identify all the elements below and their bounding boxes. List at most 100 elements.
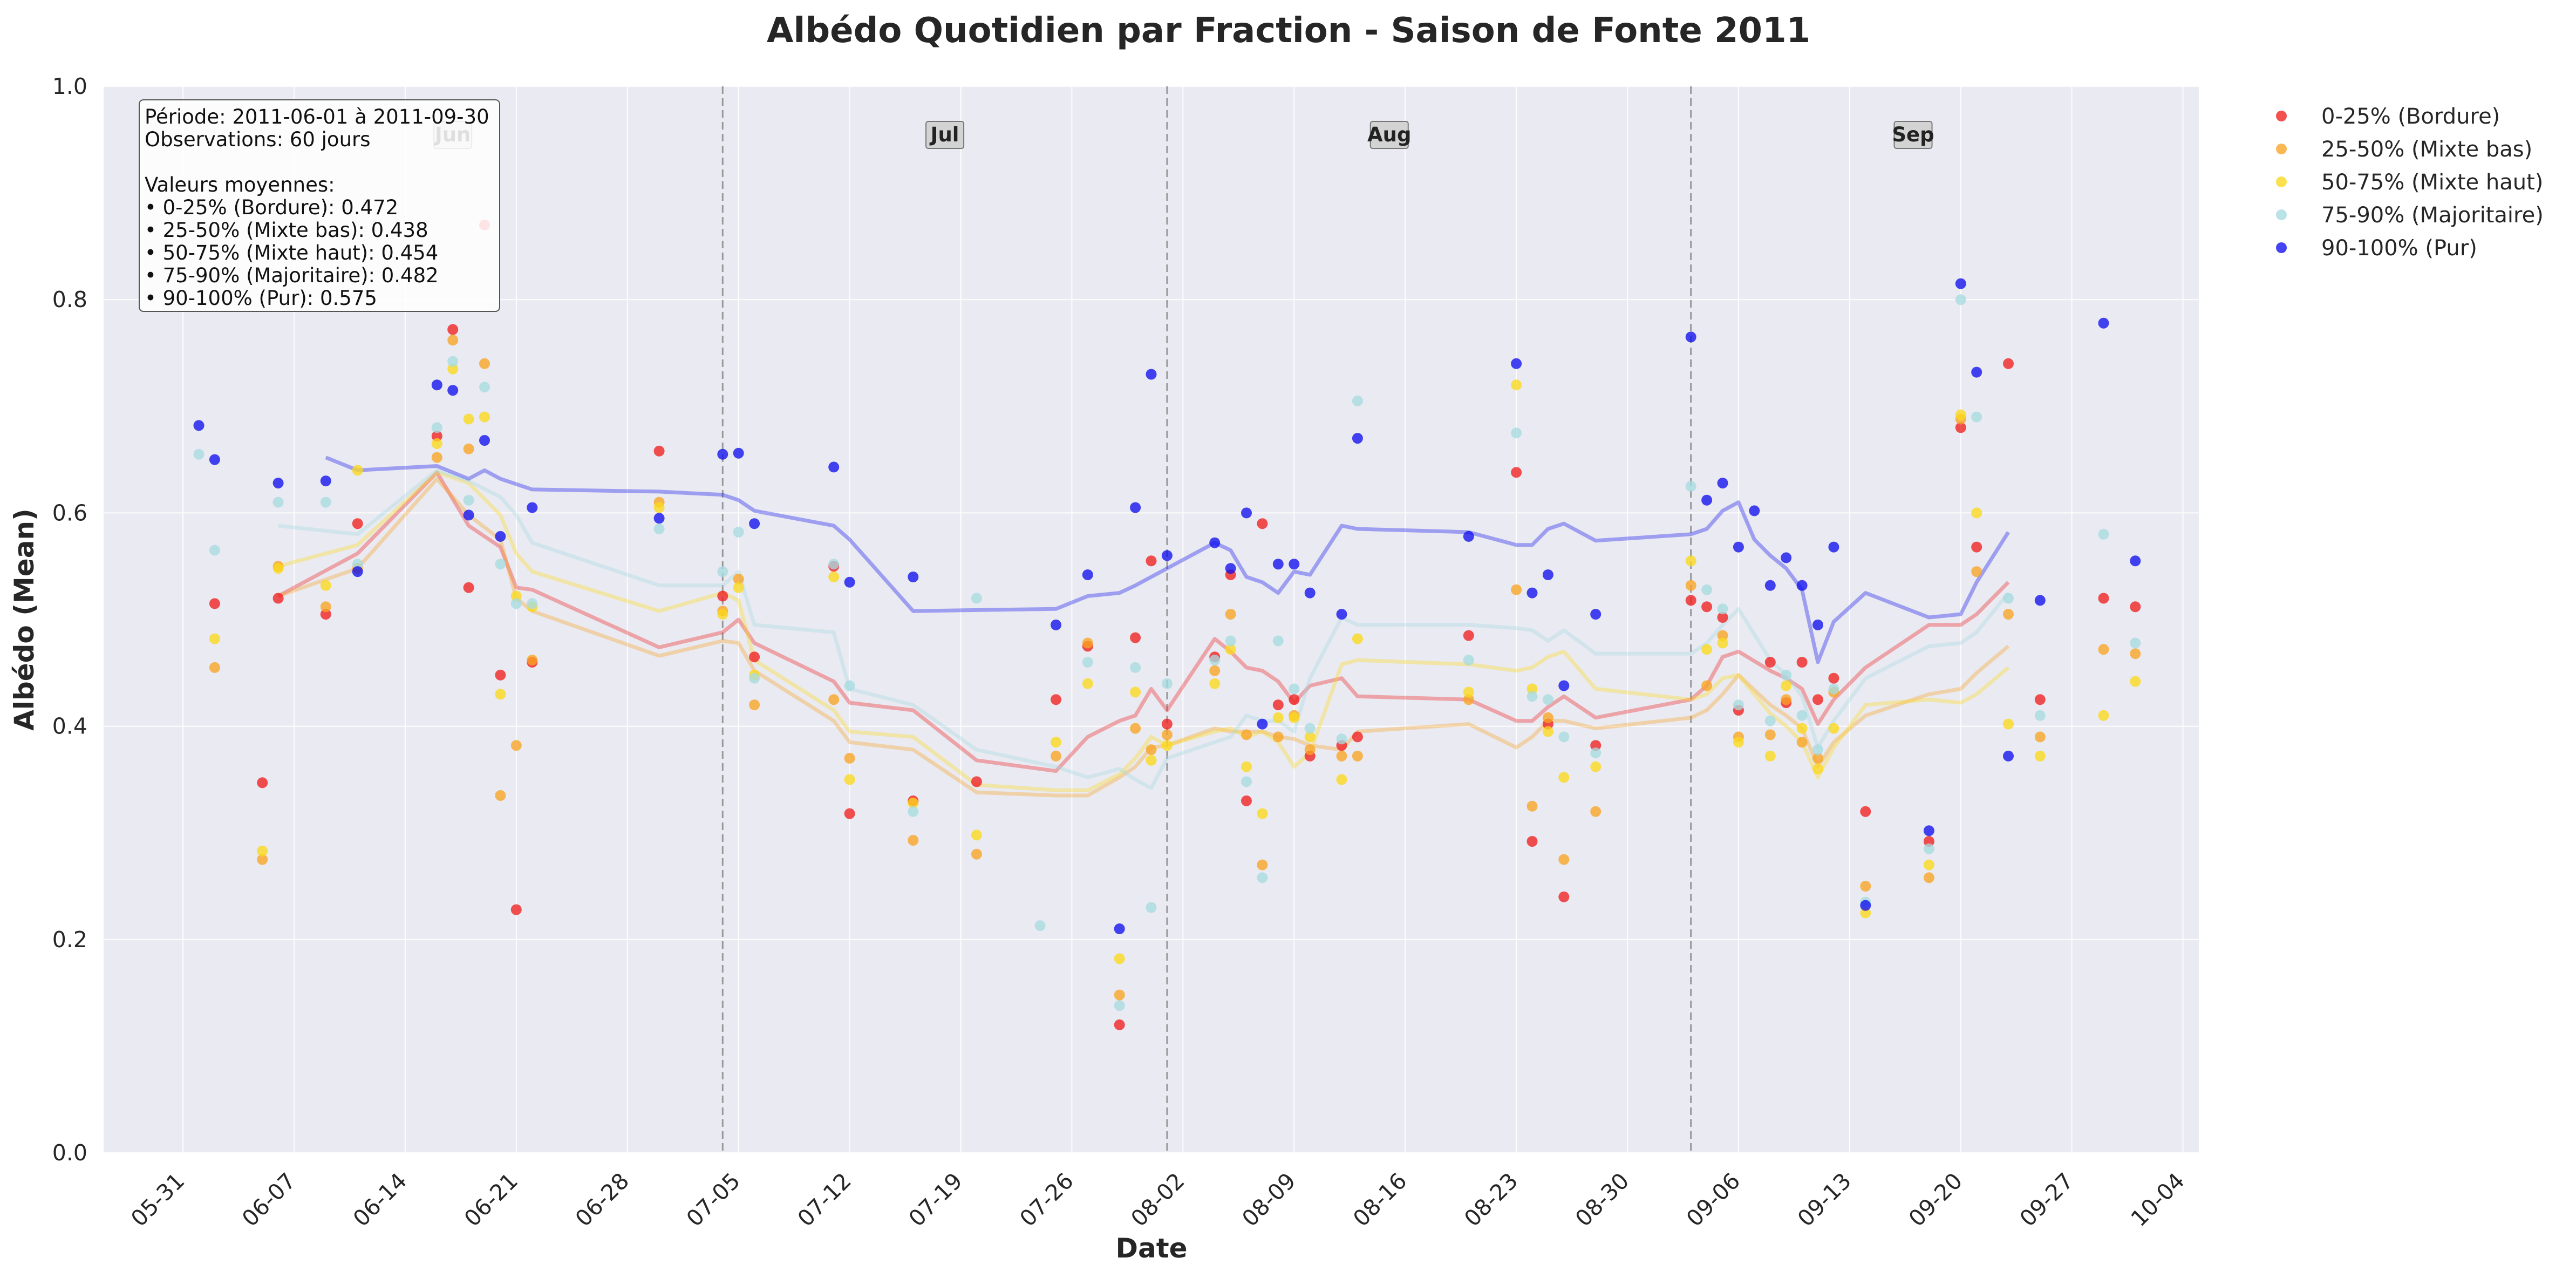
month-label: Jul [929,123,959,146]
data-point [1971,507,1982,519]
data-point [2130,555,2141,567]
data-point [1558,731,1570,743]
data-point [527,655,538,666]
y-tick-label: 0.6 [52,500,87,526]
data-point [1685,481,1696,492]
data-point [1923,872,1934,883]
data-point [209,633,220,644]
data-point [257,854,268,865]
legend: 0-25% (Bordure) 25-50% (Mixte bas) 50-75% … [2276,104,2544,261]
data-point [1114,923,1125,934]
data-point [2098,710,2109,721]
data-point [2098,644,2109,655]
data-point [209,662,220,673]
data-point [257,845,268,856]
data-point [971,848,982,860]
data-point [1701,601,1713,613]
data-point [1304,744,1316,756]
data-point [1082,569,1093,580]
x-tick-label: 05-31 [126,1168,189,1232]
data-point [1812,694,1823,705]
data-point [1764,729,1776,740]
data-point [653,502,665,513]
data-point [1828,683,1839,695]
data-point [1685,595,1696,606]
y-axis-ticks: 0.0 0.2 0.4 0.6 0.8 1.0 [52,73,87,1166]
data-point [272,563,284,574]
data-point [1923,843,1934,854]
x-tick-label: 09-27 [2015,1168,2078,1232]
data-point [1161,550,1173,561]
data-point [2003,593,2014,604]
data-point [1511,467,1522,478]
data-point [447,335,459,346]
data-point [209,454,220,465]
data-point [272,497,284,508]
data-point [1051,694,1061,705]
data-point [844,774,855,785]
data-point [1051,619,1061,630]
data-point [1463,694,1474,705]
data-point [1733,699,1744,711]
data-point [1161,678,1173,689]
legend-marker [2276,144,2287,154]
data-point [717,566,728,577]
data-point [1130,662,1141,673]
data-point [1130,502,1141,513]
data-point [1130,686,1141,698]
data-point [1955,409,1966,420]
data-point [1860,900,1871,911]
data-point [1590,740,1602,751]
data-point [1241,507,1252,519]
legend-marker [2276,111,2287,121]
data-point [1812,752,1823,764]
data-point [1860,881,1871,892]
x-axis-ticks: 05-31 06-07 06-14 06-21 06-28 07-05 07-12 07-19… [126,1168,2190,1232]
data-point [1241,729,1252,740]
data-point [1860,907,1871,919]
data-point [1114,989,1125,1001]
data-point [844,680,855,691]
data-point [1209,537,1221,548]
data-point [1542,694,1553,705]
data-point [2003,609,2014,620]
data-point [1828,672,1839,684]
data-point [1558,680,1570,691]
data-point [1257,518,1268,529]
data-point [510,740,522,751]
data-point [1764,580,1776,591]
x-tick-label: 09-06 [1681,1168,1745,1232]
data-point [971,830,982,841]
data-point [1812,763,1823,774]
data-point [1860,806,1871,817]
data-point [1701,584,1713,595]
data-point [1685,580,1696,591]
data-point [431,438,442,449]
data-point [1923,836,1934,847]
data-point [193,448,205,460]
data-point [2003,718,2014,730]
data-point [1828,541,1839,553]
x-tick-label: 08-23 [1459,1168,1523,1232]
data-point [1526,587,1538,599]
data-point [463,509,474,521]
data-point [749,699,760,711]
data-point [1717,637,1728,649]
data-point [1225,609,1236,620]
data-point [1749,505,1760,516]
data-point [1526,691,1538,702]
data-point [1511,427,1522,439]
info-line: Observations: 60 jours [145,128,371,151]
info-line: • 25-50% (Mixte bas): 0.438 [145,219,428,242]
data-point [1146,754,1157,766]
data-point [2098,528,2109,540]
data-point [431,431,442,442]
data-point [1796,737,1808,748]
data-point [1590,761,1602,772]
data-point [1701,680,1713,691]
data-point [1352,633,1363,644]
legend-label: 90-100% (Pur) [2321,236,2477,261]
x-axis-label: Date [1115,1233,1187,1264]
data-point [1272,712,1284,723]
